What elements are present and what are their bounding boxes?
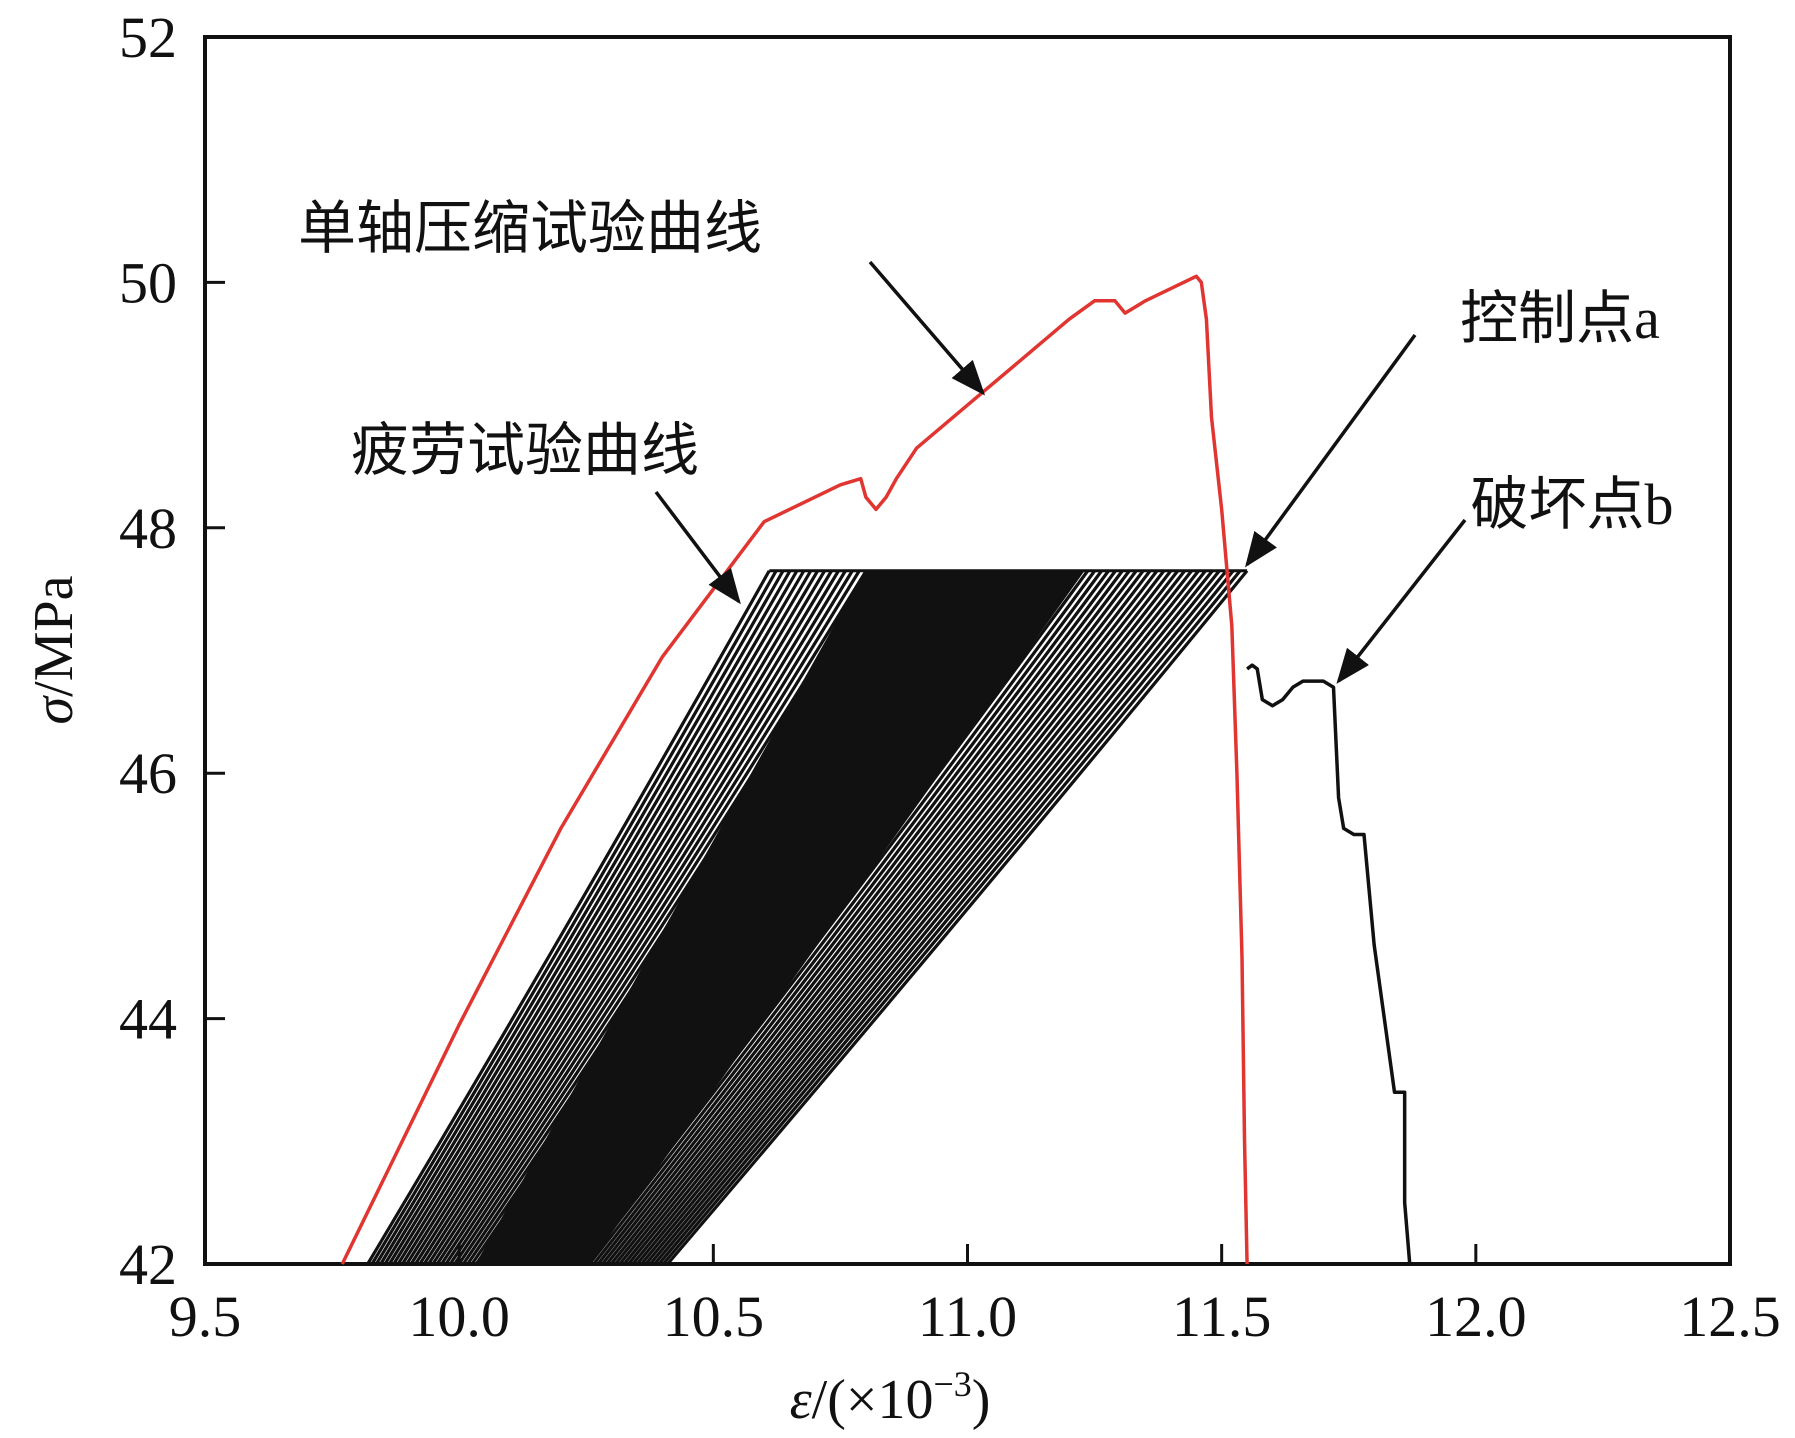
annotation-label-control: 控制点a — [1460, 286, 1660, 351]
fatigue-cycle-line — [583, 569, 1117, 1265]
fatigue-cycle-line — [422, 569, 861, 1265]
x-axis-title: ε/(×10−3) — [790, 1364, 991, 1431]
fatigue-cycle-line — [592, 569, 1131, 1265]
y-tick-label: 48 — [119, 496, 177, 561]
y-tick-label: 46 — [119, 741, 177, 806]
y-axis-unit: /MPa — [23, 575, 85, 696]
x-axis-unit: /(×10 — [812, 1369, 934, 1431]
annotation-arrow-failure — [1336, 518, 1467, 684]
x-axis-close: ) — [972, 1369, 991, 1431]
fatigue-cycle-line — [662, 569, 1242, 1266]
fatigue-post-peak-line — [1246, 663, 1412, 1265]
y-axis-title: σ/MPa — [23, 575, 85, 724]
annotation-label-failure: 破坏点b — [1470, 472, 1673, 537]
fatigue-cycle-line — [388, 569, 806, 1265]
fatigue-cycle-line — [366, 569, 771, 1265]
fatigue-cycle-line — [427, 569, 868, 1265]
annotation-arrow-control — [1245, 333, 1417, 568]
fatigue-cycle-line — [648, 569, 1221, 1266]
x-tick-label: 11.5 — [1172, 1284, 1271, 1349]
fatigue-cycle-line — [618, 569, 1173, 1266]
fatigue-cycle-line — [640, 569, 1207, 1266]
y-tick-label: 42 — [119, 1232, 177, 1297]
fatigue-cycle-line — [401, 569, 827, 1265]
y-tick-label: 52 — [119, 5, 177, 70]
fatigue-cycle-line — [635, 569, 1200, 1266]
fatigue-cycle-line — [605, 569, 1152, 1266]
fatigue-cycle-line — [622, 569, 1180, 1266]
uniaxial-compression-series — [340, 274, 1249, 1265]
fatigue-test-series — [366, 569, 1412, 1266]
x-tick-label: 11.0 — [918, 1284, 1017, 1349]
fatigue-cycle-line — [405, 569, 833, 1265]
x-tick-label: 12.0 — [1425, 1284, 1527, 1349]
fatigue-cycle-line — [614, 569, 1166, 1266]
fatigue-cycle-line — [588, 569, 1124, 1265]
fatigue-cycle-line — [418, 569, 854, 1265]
y-axis-symbol: σ — [23, 694, 85, 724]
annotation-arrow-fatigue — [654, 490, 741, 605]
fatigue-cycle-line — [409, 569, 840, 1265]
fatigue-cycle-line — [392, 569, 813, 1265]
fatigue-cycle-line — [396, 569, 820, 1265]
annotation-arrow-uniaxial — [868, 260, 986, 396]
fatigue-cycle-line — [631, 569, 1193, 1266]
x-axis-exponent: −3 — [933, 1364, 971, 1404]
fatigue-cycle-line — [609, 569, 1159, 1266]
y-tick-label: 50 — [119, 250, 177, 315]
fatigue-cycle-line — [414, 569, 847, 1265]
fatigue-cycle-line — [374, 569, 785, 1265]
annotation-label-fatigue: 疲劳试验曲线 — [351, 418, 699, 483]
y-tick-label: 44 — [119, 987, 177, 1052]
fatigue-cycle-line — [379, 569, 792, 1265]
x-tick-label: 12.5 — [1679, 1284, 1781, 1349]
fatigue-cycle-line — [644, 569, 1214, 1266]
x-tick-label: 10.5 — [663, 1284, 765, 1349]
fatigue-cycle-line — [666, 569, 1249, 1266]
uniaxial-compression-line — [340, 274, 1249, 1265]
fatigue-cycle-line — [370, 569, 778, 1265]
annotation-label-uniaxial: 单轴压缩试验曲线 — [298, 196, 762, 261]
axis-tick-labels: 9.5 10.0 10.5 11.0 11.5 12.0 12.5 42 44 46 48 50 52 — [119, 5, 1781, 1349]
fatigue-dense-band — [475, 570, 1085, 1264]
fatigue-cycle-line — [383, 569, 799, 1265]
x-tick-label: 9.5 — [169, 1284, 242, 1349]
fatigue-cycle-line — [657, 569, 1235, 1266]
fatigue-cycle-line — [653, 569, 1228, 1266]
fatigue-cycle-line — [601, 569, 1145, 1265]
x-tick-label: 10.0 — [408, 1284, 510, 1349]
fatigue-cycle-line — [627, 569, 1187, 1266]
x-axis-symbol: ε — [790, 1369, 813, 1431]
axis-ticks — [203, 35, 1732, 1266]
fatigue-cycle-line — [596, 569, 1138, 1265]
